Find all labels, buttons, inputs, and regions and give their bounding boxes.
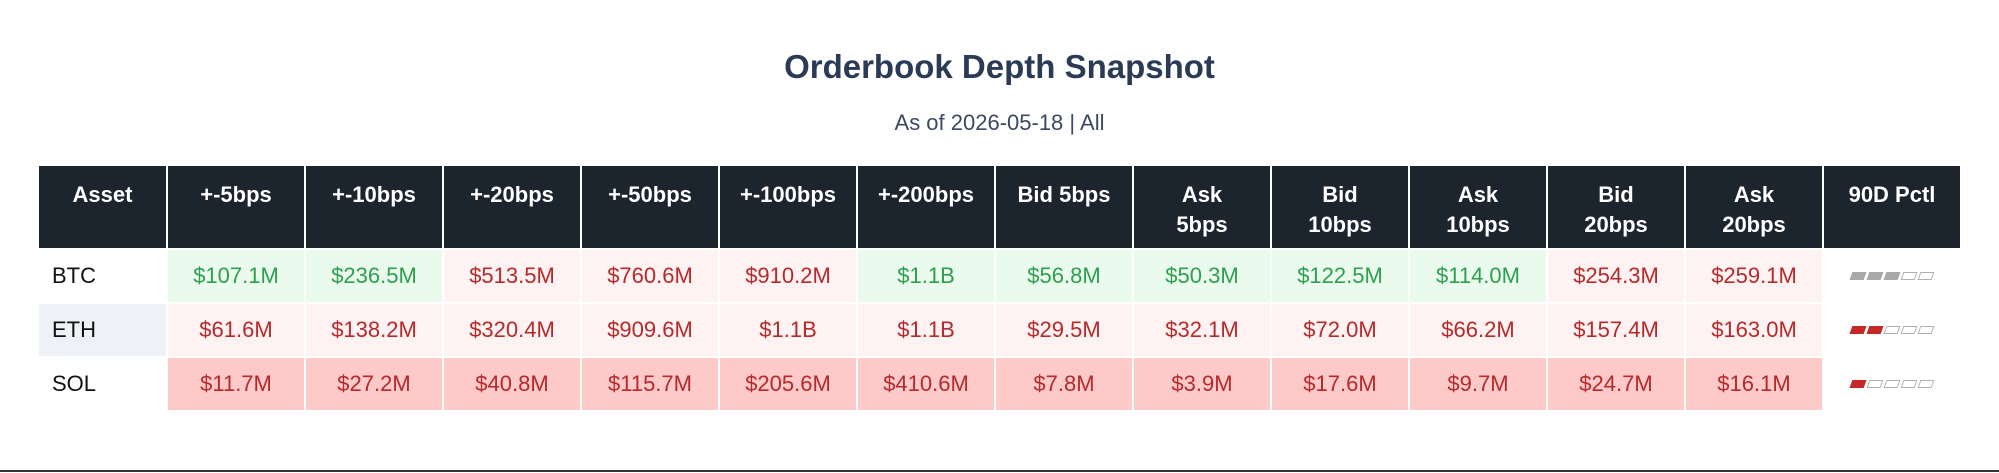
value-cell: $1.1B [720, 304, 856, 356]
value-cell: $115.7M [582, 358, 718, 410]
value-cell: $259.1M [1686, 250, 1822, 302]
value-cell: $513.5M [444, 250, 580, 302]
header-ask-5bps: Ask 5bps [1134, 166, 1270, 248]
percentile-box [1883, 326, 1901, 334]
bottom-divider [0, 470, 1999, 472]
header-200bps: +-200bps [858, 166, 994, 248]
percentile-box [1917, 272, 1935, 280]
percentile-box [1849, 380, 1867, 388]
value-cell: $122.5M [1272, 250, 1408, 302]
percentile-box [1849, 272, 1867, 280]
value-cell: $27.2M [306, 358, 442, 410]
header-row: Asset +-5bps +-10bps +-20bps +-50bps +-1… [39, 166, 1960, 248]
value-cell: $107.1M [168, 250, 304, 302]
header-5bps: +-5bps [168, 166, 304, 248]
percentile-box [1900, 326, 1918, 334]
table-body: BTC $107.1M $236.5M $513.5M $760.6M $910.2M $1… [39, 250, 1960, 410]
value-cell: $24.7M [1548, 358, 1684, 410]
value-cell: $56.8M [996, 250, 1132, 302]
value-cell: $72.0M [1272, 304, 1408, 356]
value-cell: $17.6M [1272, 358, 1408, 410]
chart-subtitle: As of 2026-05-18 | All [894, 110, 1105, 135]
value-cell: $910.2M [720, 250, 856, 302]
percentile-box [1866, 272, 1884, 280]
percentile-indicator [1824, 272, 1960, 280]
percentile-box [1917, 380, 1935, 388]
header-asset: Asset [39, 166, 166, 248]
percentile-box [1900, 272, 1918, 280]
percentile-box [1866, 326, 1884, 334]
pctl-cell [1824, 250, 1960, 302]
header-10bps: +-10bps [306, 166, 442, 248]
header-100bps: +-100bps [720, 166, 856, 248]
header-bid-5bps: Bid 5bps [996, 166, 1132, 248]
value-cell: $40.8M [444, 358, 580, 410]
header-20bps: +-20bps [444, 166, 580, 248]
asset-cell: SOL [52, 371, 97, 396]
value-cell: $29.5M [996, 304, 1132, 356]
value-cell: $320.4M [444, 304, 580, 356]
pctl-cell [1824, 304, 1960, 356]
value-cell: $7.8M [996, 358, 1132, 410]
percentile-box [1883, 380, 1901, 388]
percentile-box [1866, 380, 1884, 388]
value-cell: $205.6M [720, 358, 856, 410]
value-cell: $11.7M [168, 358, 304, 410]
header-ask-20bps: Ask 20bps [1686, 166, 1822, 248]
percentile-box [1917, 326, 1935, 334]
value-cell: $410.6M [858, 358, 994, 410]
asset-cell: ETH [39, 304, 166, 356]
value-cell: $760.6M [582, 250, 718, 302]
value-cell: $9.7M [1410, 358, 1546, 410]
percentile-box [1900, 380, 1918, 388]
value-cell: $1.1B [858, 250, 994, 302]
value-cell: $138.2M [306, 304, 442, 356]
value-cell: $114.0M [1410, 250, 1546, 302]
value-cell: $16.1M [1686, 358, 1822, 410]
value-cell: $32.1M [1134, 304, 1270, 356]
chart-title: Orderbook Depth Snapshot [784, 48, 1215, 85]
value-cell: $236.5M [306, 250, 442, 302]
header-bid-20bps: Bid 20bps [1548, 166, 1684, 248]
orderbook-depth-table: Asset +-5bps +-10bps +-20bps +-50bps +-1… [37, 164, 1962, 412]
value-cell: $61.6M [168, 304, 304, 356]
value-cell: $157.4M [1548, 304, 1684, 356]
percentile-indicator [1824, 380, 1960, 388]
header-50bps: +-50bps [582, 166, 718, 248]
header-ask-10bps: Ask 10bps [1410, 166, 1546, 248]
value-cell: $3.9M [1134, 358, 1270, 410]
value-cell: $909.6M [582, 304, 718, 356]
asset-cell: BTC [52, 263, 96, 288]
value-cell: $254.3M [1548, 250, 1684, 302]
pctl-cell [1824, 358, 1960, 410]
percentile-box [1849, 326, 1867, 334]
header-90d-pctl: 90D Pctl [1824, 166, 1960, 248]
value-cell: $66.2M [1410, 304, 1546, 356]
table-row: ETH $61.6M $138.2M $320.4M $909.6M $1.1B $1.1B… [39, 304, 1960, 356]
value-cell: $163.0M [1686, 304, 1822, 356]
table-row: BTC $107.1M $236.5M $513.5M $760.6M $910.2M $1… [39, 250, 1960, 302]
percentile-indicator [1824, 326, 1960, 334]
table-row: SOL $11.7M $27.2M $40.8M $115.7M $205.6M $410.… [39, 358, 1960, 410]
header-bid-10bps: Bid 10bps [1272, 166, 1408, 248]
value-cell: $1.1B [858, 304, 994, 356]
value-cell: $50.3M [1134, 250, 1270, 302]
percentile-box [1883, 272, 1901, 280]
